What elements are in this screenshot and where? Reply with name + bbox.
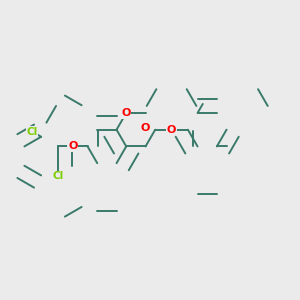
Text: O: O [141, 123, 150, 133]
Text: Cl: Cl [26, 127, 38, 136]
Text: O: O [68, 141, 77, 152]
Text: O: O [167, 125, 176, 135]
Text: Cl: Cl [52, 171, 64, 181]
Text: O: O [122, 108, 131, 118]
